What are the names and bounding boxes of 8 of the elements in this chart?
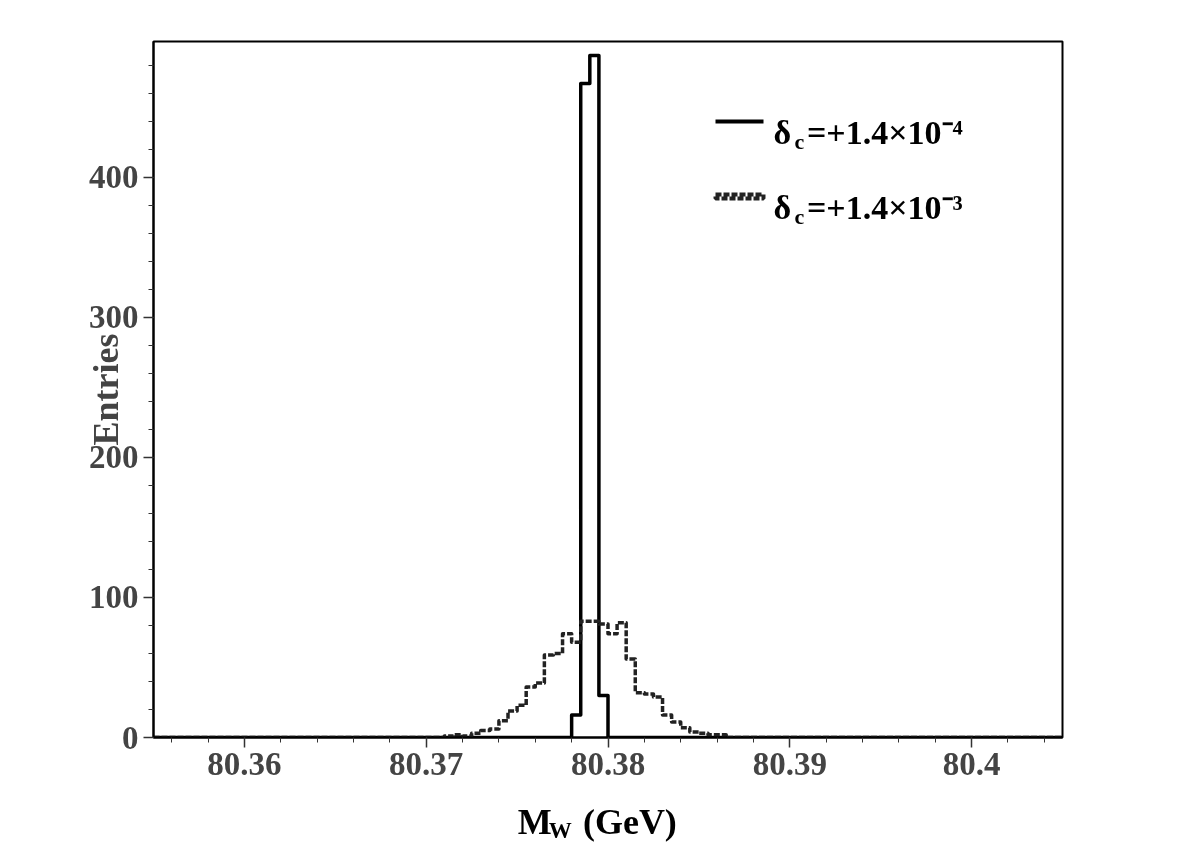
y-tick-label: 100: [89, 579, 139, 616]
y-tick-label: 0: [122, 719, 139, 756]
x-tick-label: 80.4: [942, 745, 1001, 782]
x-tick-label: 80.38: [570, 745, 646, 782]
y-tick-label: 400: [89, 159, 139, 196]
x-tick-label: 80.39: [752, 745, 827, 782]
x-tick-label: 80.37: [389, 745, 464, 782]
x-tick-label: 80.36: [207, 745, 282, 782]
